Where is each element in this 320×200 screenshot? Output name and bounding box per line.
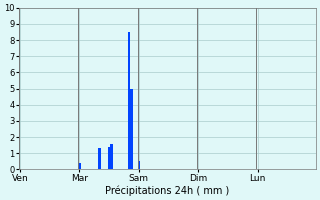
Bar (110, 144, 113, 169)
Bar (98, 148, 100, 169)
Bar (130, 89, 133, 169)
Bar (108, 147, 110, 169)
Bar (138, 161, 140, 169)
X-axis label: Précipitations 24h ( mm ): Précipitations 24h ( mm ) (105, 185, 229, 196)
Bar (128, 32, 130, 169)
Bar (78, 163, 81, 169)
